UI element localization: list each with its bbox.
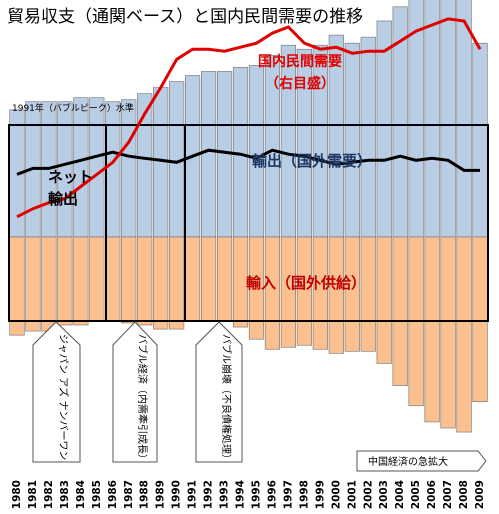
year-tick-label: 2002 [362,480,374,509]
year-tick-label: 1993 [219,480,231,509]
era-label-1: ジャパン アズ ナンバーワン [57,334,70,460]
import-bar [424,236,440,423]
import-bar [248,236,265,340]
domestic-label-1: 国内民間需要 [258,53,342,70]
net-export-line [16,148,480,176]
export-bar [440,0,456,238]
era-label-3: バブル崩壊（不良債権処理） [220,334,233,464]
import-bar [105,236,121,322]
export-label: 輸出（国外需要） [252,152,372,170]
base-level-label: 1991年（バブルピーク）水準 [12,102,134,114]
export-bar [344,42,360,238]
era-arrow-2 [112,321,158,463]
import-bar [121,236,137,324]
year-tick-label: 2005 [410,480,422,509]
export-bar [201,71,217,238]
year-tick-label: 1980 [11,480,23,509]
year-tick-label: 2000 [330,480,342,509]
export-bar [424,0,440,238]
import-label: 輸入（国外供給） [246,274,366,292]
year-tick-label: 1982 [43,480,55,509]
domestic-demand-line [16,17,482,219]
import-bar [89,236,105,322]
year-tick-label: 1994 [235,480,247,509]
import-bar [440,236,456,429]
export-bar [472,42,488,238]
export-bar [312,44,328,238]
year-tick-label: 1998 [298,480,310,509]
import-bar [73,236,89,326]
year-tick-label: 2006 [426,480,438,509]
export-bar [360,36,376,238]
era-arrow-1 [32,321,81,463]
import-bar [264,236,281,350]
import-bar [456,236,472,433]
year-tick-label: 2004 [394,480,406,509]
year-tick-label: 1987 [123,480,135,509]
year-tick-label: 2008 [458,480,470,509]
import-bars [9,236,488,433]
export-bar [105,101,121,238]
year-tick-label: 1990 [171,480,183,509]
year-tick-label: 1986 [107,480,119,509]
era-box-post-bubble [184,124,489,322]
year-tick-label: 2009 [474,480,486,509]
year-tick-label: 1999 [314,480,326,509]
domestic-label-2: （右目盛） [265,75,335,92]
year-tick-label: 2007 [442,480,454,509]
year-tick-label: 1983 [59,480,71,509]
import-bar [376,236,392,364]
import-bar [25,236,41,332]
era-arrow-3 [195,321,243,463]
import-bar [137,236,153,326]
import-bar [280,236,296,348]
import-bar [41,236,57,332]
china-label: 中国経済の急拡大 [368,455,448,468]
year-tick-label: 1984 [75,480,87,509]
year-tick-label: 2001 [346,480,358,509]
year-tick-label: 1989 [155,480,167,509]
import-bar [472,236,488,403]
china-arrow [356,450,487,472]
import-bar [360,236,376,352]
export-bar [376,20,392,238]
import-bar [312,236,328,350]
import-bar [169,236,185,330]
year-tick-label: 2003 [378,480,390,509]
net-label-1: ネット [48,168,93,186]
import-bar [216,236,233,322]
year-axis-labels: 1980 1981 1982 1983 1984 1985 1986 1987 1988 1989… [11,480,486,509]
export-bar [456,0,472,238]
era-label-2: バブル経済（内需牽引成長） [136,334,149,464]
import-bar [201,236,217,322]
import-bar [185,236,201,322]
import-bar [344,236,360,352]
year-tick-label: 1991 [187,480,199,509]
year-tick-label: 1988 [139,480,151,509]
import-bar [296,236,312,346]
export-bar [280,44,296,238]
net-label-2: 輸出 [48,190,78,208]
import-bar [392,236,408,386]
year-tick-label: 1997 [282,480,294,509]
year-tick-label: 1995 [251,480,263,509]
year-tick-label: 1985 [91,480,103,509]
year-tick-label: 1981 [27,480,39,509]
export-bar [121,99,137,238]
chart-title: 貿易収支（通関ベース）と国内民間需要の推移 [7,7,363,27]
export-bars [9,0,488,238]
year-tick-label: 1996 [266,480,278,509]
import-bar [57,236,73,326]
import-bar [328,236,344,354]
import-bar [153,236,169,330]
year-tick-label: 1992 [203,480,215,509]
import-bar [232,236,249,328]
